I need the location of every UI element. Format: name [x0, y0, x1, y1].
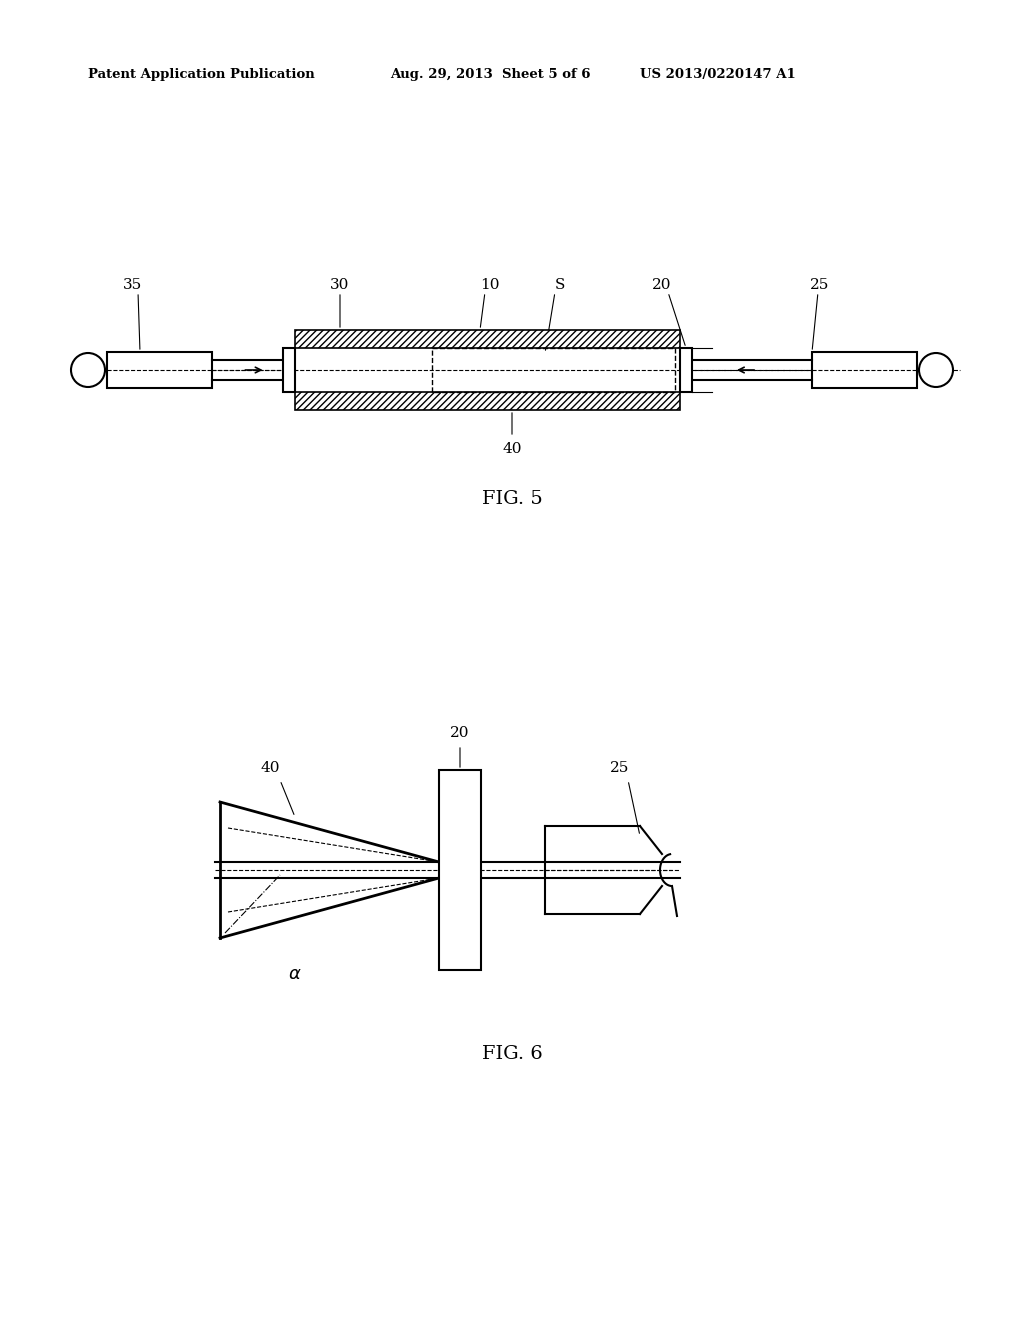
Text: FIG. 6: FIG. 6	[481, 1045, 543, 1063]
Text: Aug. 29, 2013  Sheet 5 of 6: Aug. 29, 2013 Sheet 5 of 6	[390, 69, 591, 81]
Text: 35: 35	[123, 279, 141, 292]
Text: FIG. 5: FIG. 5	[481, 490, 543, 508]
Bar	[295, 330, 680, 348]
Text: 20: 20	[652, 279, 672, 292]
Text: 30: 30	[331, 279, 349, 292]
Bar	[283, 348, 295, 392]
Bar	[432, 348, 675, 392]
Circle shape	[71, 352, 105, 387]
Bar	[106, 352, 212, 388]
Text: US 2013/0220147 A1: US 2013/0220147 A1	[640, 69, 796, 81]
Text: 25: 25	[610, 762, 630, 775]
Bar	[680, 348, 692, 392]
Bar	[295, 392, 680, 411]
Text: Patent Application Publication: Patent Application Publication	[88, 69, 314, 81]
Text: S: S	[555, 279, 565, 292]
Text: $\alpha$: $\alpha$	[288, 965, 302, 983]
Text: 40: 40	[502, 442, 522, 455]
Text: 25: 25	[810, 279, 829, 292]
Bar	[439, 770, 481, 970]
Text: 20: 20	[451, 726, 470, 741]
Text: 40: 40	[260, 762, 280, 775]
Circle shape	[919, 352, 953, 387]
Bar	[812, 352, 918, 388]
Text: 10: 10	[480, 279, 500, 292]
